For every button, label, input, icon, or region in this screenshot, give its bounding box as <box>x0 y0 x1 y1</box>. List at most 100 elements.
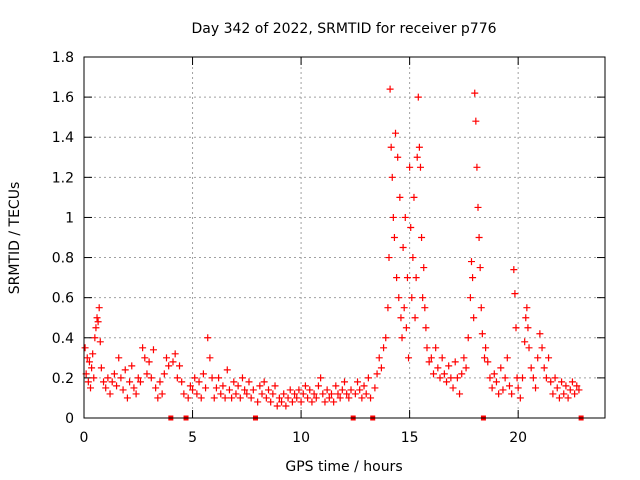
data-point <box>341 378 348 386</box>
data-point <box>566 386 574 394</box>
data-point <box>245 378 253 386</box>
data-point <box>254 398 262 406</box>
data-point <box>267 398 275 406</box>
data-point <box>108 378 116 386</box>
data-point <box>377 364 385 372</box>
data-point <box>408 294 416 302</box>
data-point <box>364 374 372 382</box>
data-point <box>158 390 166 398</box>
data-point <box>568 378 576 386</box>
data-point <box>84 378 92 386</box>
data-point <box>385 254 393 262</box>
data-point <box>212 384 220 392</box>
data-point <box>149 346 157 354</box>
data-point <box>88 364 96 372</box>
data-point <box>430 370 438 378</box>
data-point <box>184 394 192 402</box>
x-axis-label: GPS time / hours <box>285 459 402 475</box>
data-point <box>336 394 344 402</box>
data-point <box>519 374 527 382</box>
chart-title: Day 342 of 2022, SRMTID for receiver p77… <box>191 21 496 37</box>
data-point <box>445 362 453 370</box>
data-point <box>162 354 170 362</box>
data-point <box>291 390 299 398</box>
data-point <box>521 338 529 346</box>
y-tick-label: 1 <box>65 210 74 226</box>
data-point <box>432 344 440 352</box>
data-point <box>85 358 93 366</box>
data-point <box>410 193 418 201</box>
data-point <box>477 304 485 312</box>
data-point <box>415 143 423 151</box>
data-point <box>345 394 353 402</box>
y-tick-label: 0.4 <box>52 331 74 347</box>
data-point <box>469 274 477 282</box>
data-point <box>527 364 535 372</box>
data-point <box>154 394 162 402</box>
data-point <box>94 318 102 326</box>
data-point <box>395 294 403 302</box>
data-point <box>128 362 136 370</box>
data-point <box>199 370 207 378</box>
data-point <box>505 382 513 390</box>
data-point <box>141 354 149 362</box>
data-point <box>247 394 255 402</box>
data-point <box>451 358 459 366</box>
data-point <box>492 378 500 386</box>
data-point <box>510 266 518 274</box>
data-point <box>308 398 316 406</box>
data-point <box>236 394 244 402</box>
data-point <box>396 193 404 201</box>
data-point <box>356 386 364 394</box>
x-tick-label: 15 <box>401 430 419 446</box>
data-point <box>299 390 307 398</box>
data-point <box>411 314 419 322</box>
data-point <box>295 386 303 394</box>
data-point <box>495 390 503 398</box>
data-point <box>471 89 479 97</box>
data-point <box>534 354 542 362</box>
data-point <box>100 378 108 386</box>
data-point <box>516 394 524 402</box>
data-point <box>110 370 118 378</box>
data-point <box>514 384 522 392</box>
data-point <box>230 378 238 386</box>
data-point <box>423 344 431 352</box>
data-point <box>384 304 392 312</box>
data-point <box>178 378 186 386</box>
data-point <box>117 374 125 382</box>
data-point <box>447 374 455 382</box>
data-point <box>373 370 381 378</box>
data-point <box>260 378 268 386</box>
data-point <box>87 384 95 392</box>
data-point <box>474 203 482 211</box>
data-point <box>371 384 379 392</box>
data-point <box>139 344 147 352</box>
data-point <box>478 330 486 338</box>
data-point <box>288 398 296 406</box>
data-point <box>147 374 155 382</box>
data-point <box>388 173 396 181</box>
data-point <box>195 378 203 386</box>
data-point <box>354 378 362 386</box>
data-point <box>398 334 406 342</box>
data-point <box>422 324 430 332</box>
data-point <box>443 378 451 386</box>
data-point <box>115 354 123 362</box>
data-point <box>113 382 121 390</box>
data-point <box>362 390 370 398</box>
data-point <box>393 274 401 282</box>
data-point <box>204 334 212 342</box>
x-tick-label: 20 <box>509 430 527 446</box>
data-point <box>490 370 498 378</box>
data-point <box>210 394 218 402</box>
data-point <box>338 386 346 394</box>
data-point <box>551 374 559 382</box>
data-point <box>169 358 177 366</box>
data-point <box>165 362 173 370</box>
data-point <box>462 364 470 372</box>
data-point <box>499 386 507 394</box>
data-point <box>525 344 533 352</box>
data-point <box>512 324 520 332</box>
